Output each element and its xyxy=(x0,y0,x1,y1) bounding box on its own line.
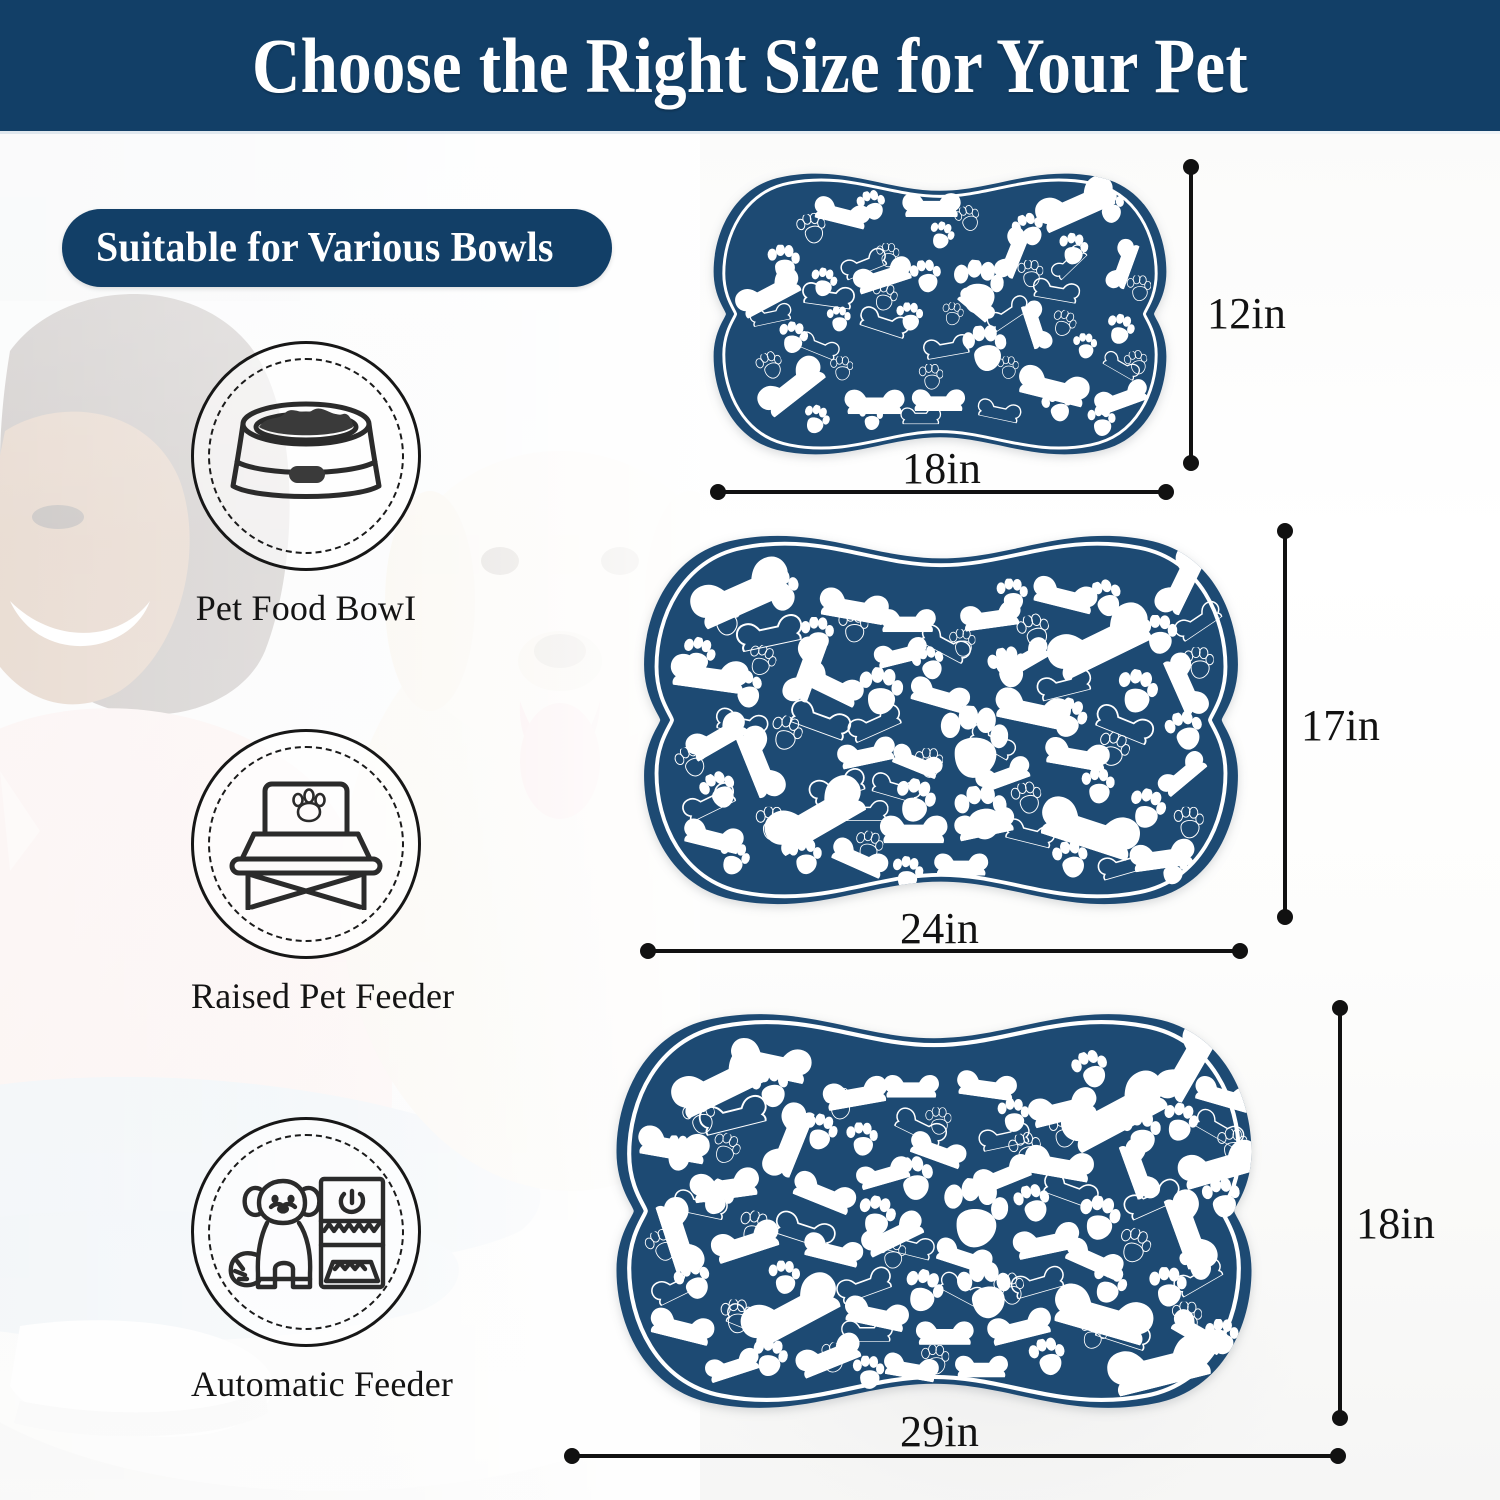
feature-label-automatic-feeder: Automatic Feeder xyxy=(191,1364,454,1404)
header-underline xyxy=(0,131,1500,134)
dimension-dot-18in-v-bottom xyxy=(1332,1410,1348,1426)
dimension-line-29in xyxy=(570,1454,1338,1458)
dimension-dot-24in-left xyxy=(640,943,656,959)
dimension-label-18in-vertical: 18in xyxy=(1356,1199,1436,1248)
feature-circle-pet-food-bowl xyxy=(191,341,421,571)
dimension-label-17in: 17in xyxy=(1301,701,1381,750)
dimension-dot-18in-left xyxy=(710,484,726,500)
dimension-label-24in: 24in xyxy=(900,904,980,953)
small-mat-art xyxy=(713,173,1167,455)
feature-raised-pet-feeder: Raised Pet Feeder xyxy=(191,729,454,1017)
header-banner: Choose the Right Size for Your Pet xyxy=(0,0,1500,131)
dimension-dot-18in-right xyxy=(1158,484,1174,500)
dimension-line-18in-vertical xyxy=(1338,1007,1342,1417)
large-mat xyxy=(556,995,1312,1427)
raised-pet-feeder-icon xyxy=(229,781,383,910)
dimension-label-18in: 18in xyxy=(902,444,982,493)
pet-food-bowl-icon xyxy=(230,401,382,499)
large-mat-art xyxy=(616,1014,1252,1408)
dimension-dot-17in-bottom xyxy=(1277,909,1293,925)
dimension-dot-17in-top xyxy=(1277,523,1293,539)
dimension-dot-24in-right xyxy=(1232,943,1248,959)
page-title: Choose the Right Size for Your Pet xyxy=(252,21,1248,109)
dimension-line-18in xyxy=(716,490,1166,494)
suitable-bowls-badge: Suitable for Various Bowls xyxy=(62,209,612,287)
feature-automatic-feeder: Automatic Feeder xyxy=(191,1117,453,1405)
dimension-line-17in xyxy=(1283,530,1287,916)
dimension-label-29in: 29in xyxy=(900,1407,980,1456)
dimension-line-24in xyxy=(646,949,1240,953)
medium-mat xyxy=(636,518,1246,922)
feature-label-pet-food-bowl: Pet Food BowI xyxy=(195,588,417,628)
dimension-label-12in: 12in xyxy=(1207,289,1287,338)
feature-label-raised-pet-feeder: Raised Pet Feeder xyxy=(191,976,455,1016)
features-panel: Suitable for Various Bowls Pet Food BowI xyxy=(0,131,700,1500)
automatic-feeder-icon xyxy=(228,1176,386,1290)
dimension-dot-12in-bottom xyxy=(1183,455,1199,471)
feature-circle-automatic-feeder xyxy=(191,1117,421,1347)
dimension-dot-29in-left xyxy=(564,1448,580,1464)
medium-mat-art xyxy=(644,535,1238,905)
small-mat xyxy=(706,160,1174,468)
feature-pet-food-bowl: Pet Food BowI xyxy=(191,341,421,629)
dimension-dot-18in-v-top xyxy=(1332,1000,1348,1016)
suitable-bowls-badge-label: Suitable for Various Bowls xyxy=(96,225,554,271)
dimension-dot-12in-top xyxy=(1183,159,1199,175)
feature-circle-raised-pet-feeder xyxy=(191,729,421,959)
dimension-dot-29in-right xyxy=(1330,1448,1346,1464)
dimension-line-12in xyxy=(1189,166,1193,462)
